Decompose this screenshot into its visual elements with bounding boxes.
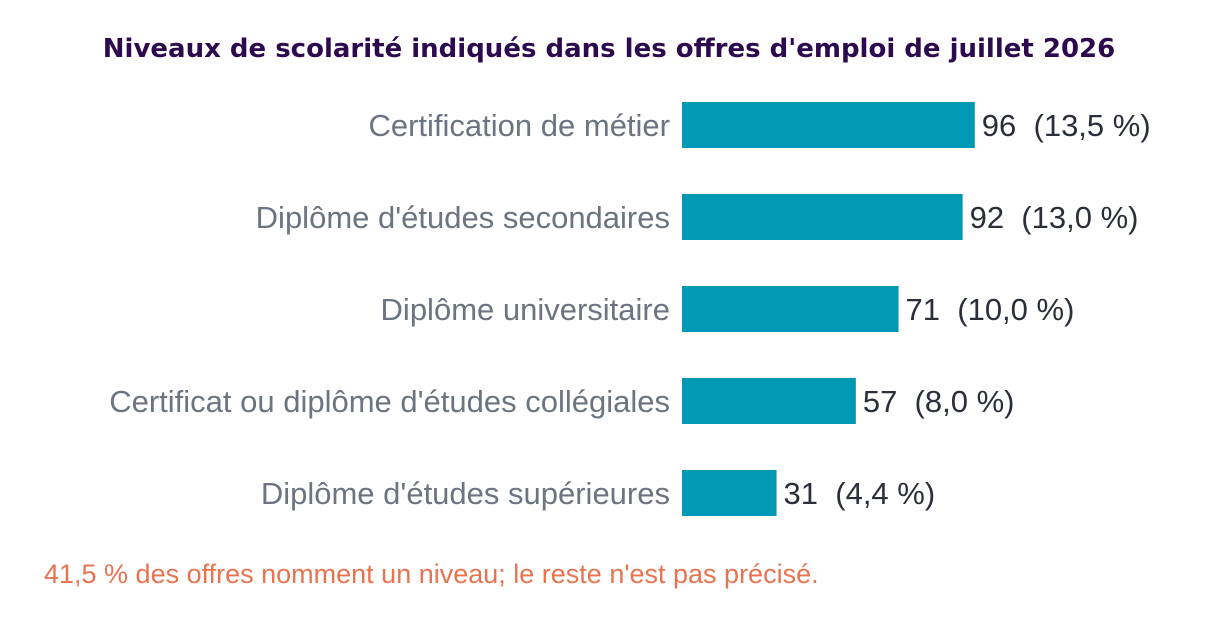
value-label-5: 31 (4,4 %): [784, 476, 936, 511]
bars-group: Certification de métier 96 (13,5 %) Diplôm…: [109, 102, 1151, 516]
category-label-2: Diplôme d'études secondaires: [256, 200, 670, 235]
bar-5: [682, 470, 777, 516]
bar-3: [682, 286, 899, 332]
value-label-2: 92 (13,0 %): [970, 200, 1139, 235]
bar-4: [682, 378, 856, 424]
value-label-1: 96 (13,5 %): [982, 108, 1151, 143]
value-label-4: 57 (8,0 %): [863, 384, 1015, 419]
footnote: 41,5 % des offres nomment un niveau; le …: [44, 559, 819, 589]
category-label-1: Certification de métier: [368, 108, 670, 143]
category-label-4: Certificat ou diplôme d'études collégial…: [109, 384, 670, 419]
value-label-3: 71 (10,0 %): [906, 292, 1075, 327]
bar-1: [682, 102, 975, 148]
chart-title: Niveaux de scolarité indiqués dans les o…: [103, 34, 1115, 64]
category-label-3: Diplôme universitaire: [381, 292, 670, 327]
category-label-5: Diplôme d'études supérieures: [261, 476, 670, 511]
bar-2: [682, 194, 963, 240]
